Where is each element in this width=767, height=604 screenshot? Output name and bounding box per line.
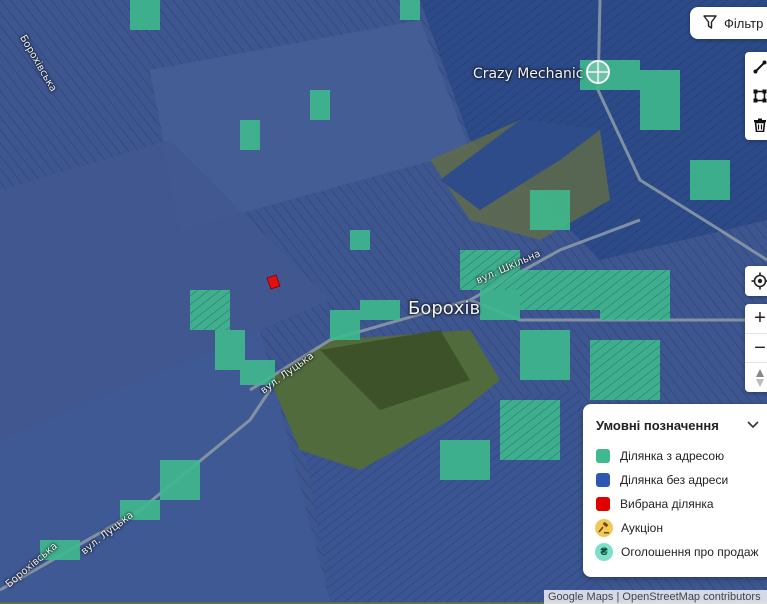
zoom-in-button[interactable]: + bbox=[745, 304, 767, 334]
town-label: Борохів bbox=[408, 298, 481, 319]
swatch-without-address bbox=[596, 473, 610, 487]
legend-item-label: Аукціон bbox=[621, 521, 663, 535]
trash-icon[interactable] bbox=[745, 110, 767, 139]
polygon-draw-icon[interactable] bbox=[745, 81, 767, 110]
legend-item-label: Оголошення про продаж bbox=[621, 545, 759, 559]
draw-toolbar bbox=[745, 52, 767, 140]
filter-label: Фільтр bbox=[724, 15, 764, 31]
zoom-out-button[interactable]: − bbox=[745, 334, 767, 364]
locate-icon[interactable] bbox=[745, 266, 767, 296]
swatch-selected bbox=[596, 497, 610, 511]
legend-item-label: Ділянка з адресою bbox=[620, 449, 725, 463]
legend-item: Ділянка без адреси bbox=[583, 468, 767, 492]
filter-icon bbox=[702, 14, 718, 33]
map-attribution[interactable]: Google Maps | OpenStreetMap contributors bbox=[544, 590, 767, 604]
gavel-icon bbox=[595, 519, 613, 537]
zoom-controls: + − bbox=[745, 304, 767, 392]
line-draw-icon[interactable] bbox=[745, 52, 767, 81]
legend-item-label: Вибрана ділянка bbox=[620, 497, 714, 511]
poi-label: Crazy Mechanic bbox=[473, 66, 584, 82]
legend-panel: Умовні позначення Ділянка з адресою Діля… bbox=[583, 404, 767, 577]
chevron-down-icon[interactable] bbox=[747, 416, 759, 434]
swatch-with-address bbox=[596, 449, 610, 463]
legend-title: Умовні позначення bbox=[596, 417, 719, 433]
legend-header[interactable]: Умовні позначення bbox=[583, 404, 767, 444]
legend-item-label: Ділянка без адреси bbox=[620, 473, 729, 487]
compass-icon[interactable] bbox=[745, 363, 767, 392]
legend-item: ₴ Оголошення про продаж bbox=[583, 540, 767, 564]
selected-parcel bbox=[266, 274, 281, 290]
poi-marker bbox=[586, 60, 610, 84]
legend-item: Аукціон bbox=[583, 516, 767, 540]
legend-item: Ділянка з адресою bbox=[583, 444, 767, 468]
legend-item: Вибрана ділянка bbox=[583, 492, 767, 516]
filter-button[interactable]: Фільтр bbox=[690, 7, 767, 39]
hryvnia-icon: ₴ bbox=[595, 543, 613, 561]
